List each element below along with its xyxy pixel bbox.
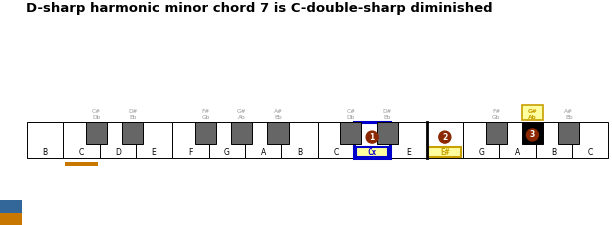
Bar (86, 122, 107, 144)
Bar (65, 162, 98, 166)
Text: E#: E# (440, 148, 449, 157)
Text: 2: 2 (442, 133, 447, 142)
Text: B: B (42, 148, 48, 157)
Text: G: G (224, 148, 230, 157)
Text: G#: G# (237, 109, 247, 114)
Text: G: G (478, 148, 484, 157)
Circle shape (439, 131, 451, 143)
Text: basicmusictheory.com: basicmusictheory.com (9, 78, 13, 124)
Text: Bb: Bb (565, 115, 573, 120)
Bar (376, 122, 398, 144)
Bar (100, 122, 136, 158)
Text: Ab: Ab (238, 115, 245, 120)
Bar (499, 122, 536, 158)
Text: Eb: Eb (383, 115, 391, 120)
Text: A#: A# (274, 109, 283, 114)
Text: B: B (297, 148, 302, 157)
Bar (427, 122, 463, 158)
Bar (463, 122, 499, 158)
Bar (282, 122, 318, 158)
Text: C: C (79, 148, 84, 157)
Text: C#: C# (346, 109, 355, 114)
Bar (122, 122, 143, 144)
Bar (354, 122, 390, 158)
Bar (558, 122, 580, 144)
Bar (195, 122, 216, 144)
Bar (267, 122, 288, 144)
Bar (318, 122, 354, 158)
Text: C#: C# (92, 109, 101, 114)
Bar (245, 122, 282, 158)
Text: B: B (551, 148, 556, 157)
Circle shape (526, 129, 539, 141)
Bar (172, 122, 209, 158)
Text: A#: A# (564, 109, 573, 114)
Text: G#: G# (528, 109, 537, 114)
Bar (356, 147, 389, 157)
Text: E: E (406, 148, 411, 157)
Text: C: C (333, 148, 338, 157)
Text: Gb: Gb (492, 115, 500, 120)
Bar (354, 122, 390, 158)
Bar (485, 122, 507, 144)
Bar (0, 200, 22, 213)
Text: D: D (115, 148, 121, 157)
Text: A: A (515, 148, 520, 157)
Bar (428, 147, 461, 157)
Text: Ab: Ab (528, 115, 537, 120)
Text: D-sharp harmonic minor chord 7 is C-double-sharp diminished: D-sharp harmonic minor chord 7 is C-doub… (26, 2, 492, 15)
Text: Gb: Gb (201, 115, 209, 120)
Text: F: F (188, 148, 193, 157)
Bar (390, 122, 427, 158)
Text: F#: F# (201, 109, 209, 114)
Bar (27, 122, 63, 158)
Text: 1: 1 (370, 133, 375, 142)
Text: Bb: Bb (274, 115, 282, 120)
Text: Db: Db (92, 115, 100, 120)
Bar (209, 122, 245, 158)
Text: E: E (152, 148, 157, 157)
Bar (572, 122, 608, 158)
Text: D#: D# (128, 109, 137, 114)
Text: Eb: Eb (129, 115, 136, 120)
Bar (136, 122, 172, 158)
Text: F#: F# (492, 109, 500, 114)
Text: Db: Db (346, 115, 355, 120)
Text: 3: 3 (530, 130, 535, 140)
Bar (522, 122, 543, 144)
Circle shape (366, 131, 378, 143)
Text: Cx: Cx (368, 148, 377, 157)
Text: D#: D# (382, 109, 392, 114)
Bar (63, 122, 100, 158)
Bar (231, 122, 252, 144)
Bar (0, 213, 22, 225)
Bar (536, 122, 572, 158)
Text: A: A (261, 148, 266, 157)
Bar (340, 122, 361, 144)
Text: C: C (588, 148, 593, 157)
Bar (522, 106, 543, 120)
